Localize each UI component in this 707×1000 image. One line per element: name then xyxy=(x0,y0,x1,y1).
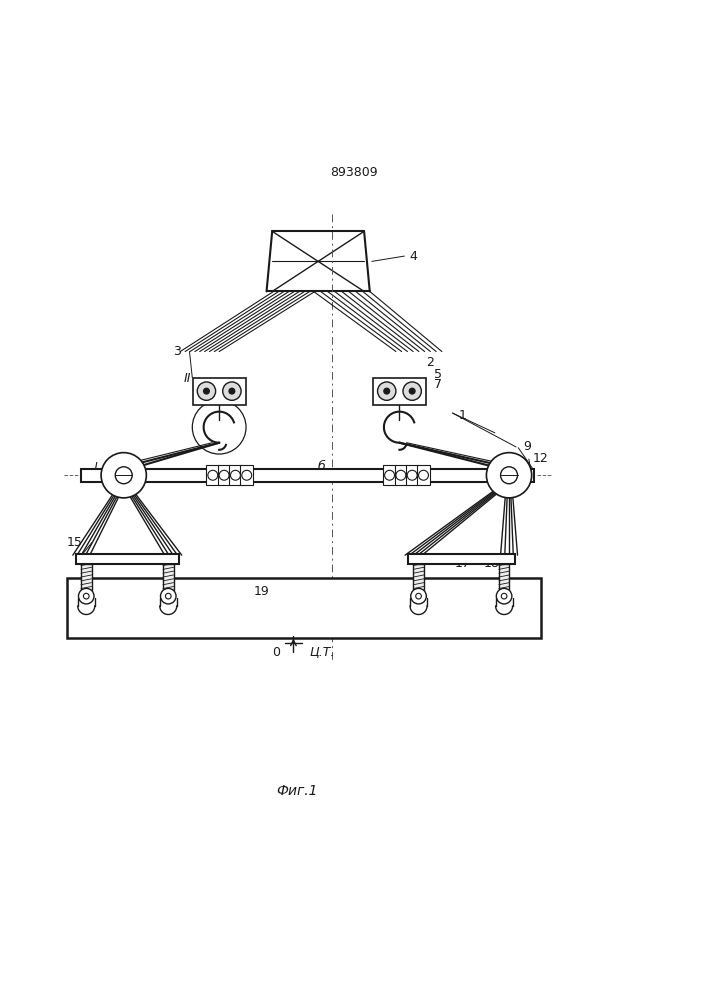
Text: 9: 9 xyxy=(522,440,531,453)
Circle shape xyxy=(407,470,417,480)
Text: 12: 12 xyxy=(533,452,549,465)
Circle shape xyxy=(208,470,218,480)
Circle shape xyxy=(411,588,426,604)
Text: l: l xyxy=(94,462,97,475)
Text: 1: 1 xyxy=(459,409,467,422)
Circle shape xyxy=(496,588,512,604)
Bar xyxy=(81,469,534,482)
Circle shape xyxy=(165,593,171,599)
Circle shape xyxy=(378,382,396,400)
Bar xyxy=(408,554,515,564)
Circle shape xyxy=(396,470,406,480)
Text: 0: 0 xyxy=(271,646,280,659)
Circle shape xyxy=(115,467,132,484)
Circle shape xyxy=(192,400,246,454)
Circle shape xyxy=(83,593,89,599)
Text: 8: 8 xyxy=(436,554,445,567)
Circle shape xyxy=(101,453,146,498)
Bar xyxy=(67,578,541,638)
Bar xyxy=(206,465,219,485)
Circle shape xyxy=(501,467,518,484)
Bar xyxy=(240,465,253,485)
Text: 4: 4 xyxy=(409,250,418,263)
Circle shape xyxy=(501,593,507,599)
Circle shape xyxy=(416,593,421,599)
Circle shape xyxy=(223,382,241,400)
Text: Ц.Т.: Ц.Т. xyxy=(309,646,334,659)
Text: 3: 3 xyxy=(173,345,181,358)
Circle shape xyxy=(219,470,229,480)
Circle shape xyxy=(242,470,252,480)
Circle shape xyxy=(204,388,209,394)
Circle shape xyxy=(419,470,428,480)
Text: 7: 7 xyxy=(434,378,443,391)
Circle shape xyxy=(160,588,176,604)
Circle shape xyxy=(486,453,532,498)
Text: б: б xyxy=(318,460,325,473)
Text: 19: 19 xyxy=(254,585,269,598)
Bar xyxy=(498,564,509,590)
Bar xyxy=(373,378,426,405)
Text: 15: 15 xyxy=(66,536,82,549)
Text: 893809: 893809 xyxy=(329,166,378,179)
Bar xyxy=(383,465,396,485)
Bar xyxy=(406,465,419,485)
Bar xyxy=(192,378,246,405)
Bar xyxy=(229,465,242,485)
Bar xyxy=(417,465,430,485)
Text: 5: 5 xyxy=(434,368,443,381)
Circle shape xyxy=(409,388,415,394)
Text: 2: 2 xyxy=(426,356,434,369)
Circle shape xyxy=(230,470,240,480)
Circle shape xyxy=(229,388,235,394)
Bar xyxy=(218,465,230,485)
Circle shape xyxy=(78,588,94,604)
Bar xyxy=(163,564,173,590)
Circle shape xyxy=(403,382,421,400)
Text: Фиг.1: Фиг.1 xyxy=(276,784,317,798)
Bar xyxy=(413,564,424,590)
Bar xyxy=(76,554,179,564)
Text: 18: 18 xyxy=(484,557,499,570)
Circle shape xyxy=(197,382,216,400)
Circle shape xyxy=(385,470,395,480)
Circle shape xyxy=(384,388,390,394)
Bar xyxy=(81,564,91,590)
Text: II: II xyxy=(184,372,191,385)
Text: 17: 17 xyxy=(455,557,471,570)
Bar xyxy=(395,465,407,485)
